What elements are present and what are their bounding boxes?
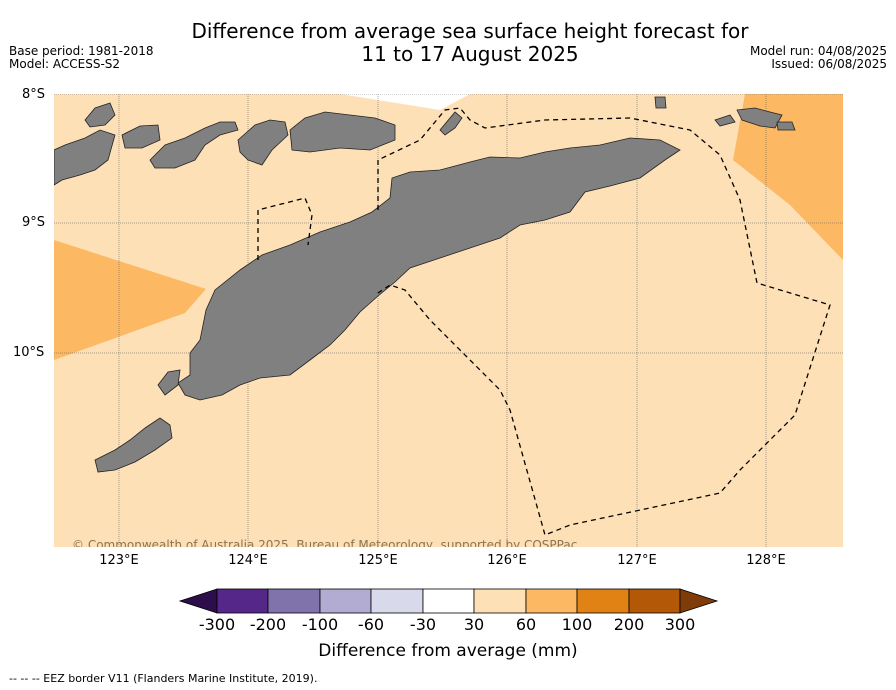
colorbar-tick: 60: [515, 615, 537, 634]
colorbar-bin-5: [422, 588, 475, 614]
lon-label-125e: 125°E: [358, 553, 398, 568]
figure-title: Difference from average sea surface heig…: [120, 20, 820, 66]
lon-label-128e: 128°E: [746, 553, 786, 568]
colorbar-tick: 300: [664, 615, 696, 634]
kisar-island: [654, 96, 667, 109]
leti-island: [714, 114, 736, 127]
colorbar-bin-8: [576, 588, 630, 614]
colorbar-bin-6: [473, 588, 527, 614]
colorbar-high-extension: [679, 588, 719, 614]
lakor-island: [776, 121, 796, 131]
map-area: © Commonwealth of Australia 2025, Bureau…: [54, 94, 843, 552]
meta-left: Base period: 1981-2018 Model: ACCESS-S2: [9, 45, 154, 71]
colorbar-bin-1: [216, 588, 269, 614]
meta-right: Model run: 04/08/2025 Issued: 06/08/2025: [750, 45, 887, 71]
colorbar-tick: 30: [463, 615, 485, 634]
colorbar-bin-4: [370, 588, 424, 614]
colorbar-tick: -100: [301, 615, 339, 634]
base-period: Base period: 1981-2018: [9, 44, 154, 58]
colorbar-tick: -60: [357, 615, 385, 634]
anomaly-60-100-region-east: [733, 94, 843, 260]
flores-island: [54, 129, 116, 186]
alor-island: [289, 111, 396, 153]
eez-legend-note: -- -- -- EEZ border V11 (Flanders Marine…: [9, 672, 318, 685]
copyright-notice: © Commonwealth of Australia 2025, Bureau…: [72, 538, 577, 552]
colorbar-tick: -300: [198, 615, 236, 634]
eez-border-west: [257, 197, 313, 260]
lon-label-123e: 123°E: [99, 553, 139, 568]
colorbar-bin-7: [525, 588, 578, 614]
wetar-island: [439, 111, 463, 136]
lon-label-124e: 124°E: [228, 553, 268, 568]
colorbar-tick: -30: [409, 615, 437, 634]
title-line-1: Difference from average sea surface heig…: [191, 19, 749, 43]
lat-label-9s: 9°S: [22, 215, 46, 230]
colorbar-tick: -200: [249, 615, 287, 634]
colorbar-bin-3: [319, 588, 372, 614]
anomaly-60-100-region-west: [54, 240, 206, 360]
anomaly-neutral-region: [340, 94, 470, 110]
rote-island: [94, 417, 173, 473]
adonara-island: [121, 124, 161, 149]
timor-island: [177, 137, 681, 401]
land-masses: [54, 96, 796, 473]
lon-label-126e: 126°E: [487, 553, 527, 568]
model-run: Model run: 04/08/2025: [749, 44, 887, 58]
colorbar-bin-9: [628, 588, 681, 614]
eez-border: [374, 107, 831, 536]
model-name: Model: ACCESS-S2: [9, 57, 121, 71]
solor-island: [84, 102, 116, 128]
lembata-island: [149, 121, 239, 169]
colorbar-low-extension: [178, 588, 218, 614]
colorbar-title: Difference from average (mm): [318, 641, 578, 661]
lat-label-10s: 10°S: [13, 345, 45, 360]
semau-island: [157, 369, 181, 396]
lat-label-8s: 8°S: [22, 87, 46, 102]
flores-east-island: [237, 119, 289, 166]
lon-label-127e: 127°E: [617, 553, 657, 568]
colorbar-bin-2: [267, 588, 321, 614]
colorbar-tick: 200: [613, 615, 645, 634]
colorbar: [178, 588, 719, 614]
colorbar-tick: 100: [561, 615, 593, 634]
title-line-2: 11 to 17 August 2025: [361, 42, 579, 66]
issued-date: Issued: 06/08/2025: [771, 57, 887, 71]
moa-island: [736, 107, 783, 129]
